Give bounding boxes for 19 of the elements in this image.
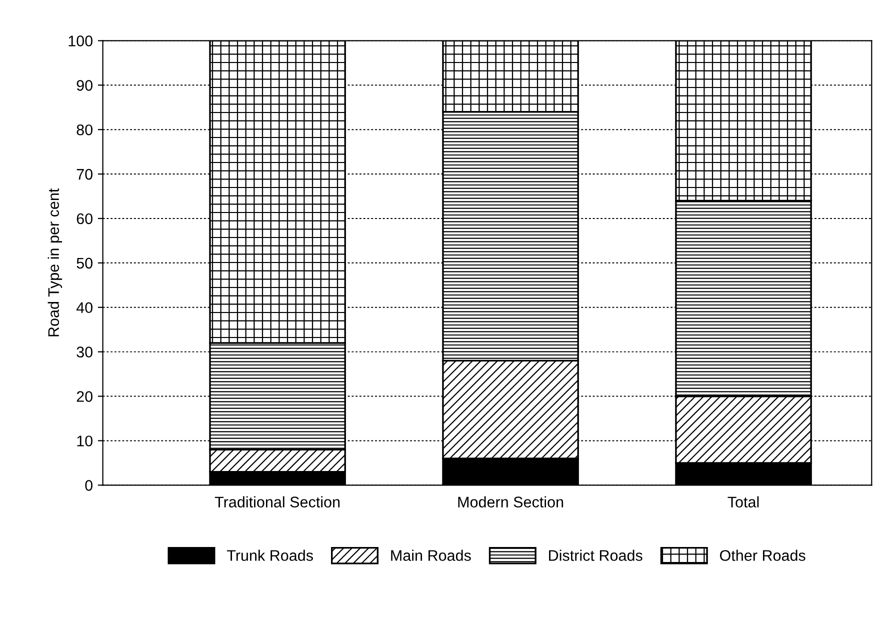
legend-label: Other Roads [720,550,806,561]
y-tick-label: 10 [77,436,92,446]
legend-label: Trunk Roads [226,550,313,561]
x-tick-label: Total [728,496,759,508]
y-tick-label: 100 [68,36,92,46]
y-tick-label: 90 [76,80,92,91]
y-tick-label: 40 [76,302,92,314]
legend-label: District Roads [549,550,642,561]
legend-label: Main Roads [391,550,471,561]
y-tick-label: 80 [76,124,92,136]
y-tick-label: 50 [76,258,92,269]
y-tick-label: 0 [85,480,92,491]
y-tick-label: 60 [76,213,92,224]
x-tick-label: Traditional Section [214,496,340,508]
x-tick-label: Modern Section [458,496,564,508]
y-tick-label: 70 [76,168,92,180]
y-tick-label: 30 [76,346,92,358]
y-tick-label: 20 [76,391,92,402]
y-axis-title: Road Type in per cent [48,188,62,336]
